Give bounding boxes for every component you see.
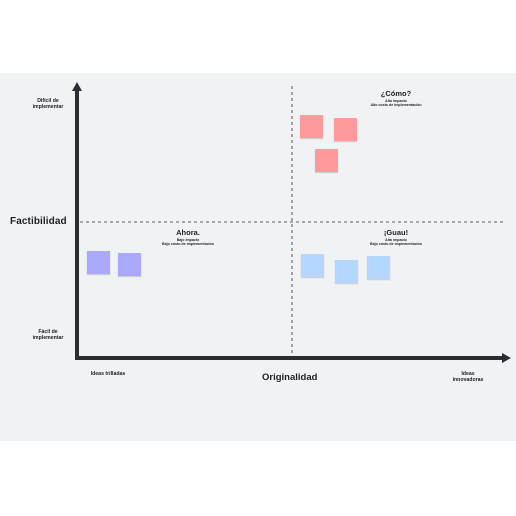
quadrant-subtitle-2: Alto costo de implementación <box>370 103 422 108</box>
quadrant-subtitle-1: Alto impacto <box>385 238 407 242</box>
y-axis-top-label: Difícil de implementar <box>32 98 64 110</box>
x-axis-title: Originalidad <box>262 372 318 383</box>
sticky-note-blue[interactable] <box>367 256 390 279</box>
quadrant-subtitle-1: Bajo impacto <box>176 238 200 242</box>
y-axis-title: Factibilidad <box>10 216 67 227</box>
quadrant-title: ¿Cómo? <box>380 89 412 98</box>
x-axis-left-label: Ideas trilladas <box>90 371 126 377</box>
whiteboard-canvas[interactable] <box>0 73 516 441</box>
quadrant-subtitle-2: Bajo costo de implementación <box>370 242 422 247</box>
x-axis-right-label: Ideas innovadoras <box>452 371 484 383</box>
sticky-note-red[interactable] <box>300 115 323 138</box>
quadrant-subtitle-1: Alto impacto <box>385 99 407 103</box>
sticky-note-blue[interactable] <box>335 260 358 283</box>
y-axis-arrowhead <box>72 82 82 91</box>
y-axis-bottom-label: Fácil de implementar <box>32 329 64 341</box>
quadrant-subtitle-2: Bajo costo de implementación <box>162 242 214 247</box>
quadrant-top-right-heading: ¿Cómo? Alto impacto Alto costo de implem… <box>351 89 441 108</box>
quadrant-title: ¡Guau! <box>383 228 409 237</box>
sticky-note-red[interactable] <box>334 118 357 141</box>
sticky-note-purple[interactable] <box>118 253 141 276</box>
sticky-note-blue[interactable] <box>301 254 324 277</box>
quadrant-bottom-right-heading: ¡Guau! Alto impacto Bajo costo de implem… <box>351 228 441 247</box>
sticky-note-purple[interactable] <box>87 251 110 274</box>
sticky-note-red[interactable] <box>315 149 338 172</box>
quadrant-title: Ahora. <box>176 228 200 237</box>
x-axis-arrowhead <box>502 353 511 363</box>
quadrant-bottom-left-heading: Ahora. Bajo impacto Bajo costo de implem… <box>143 228 233 247</box>
